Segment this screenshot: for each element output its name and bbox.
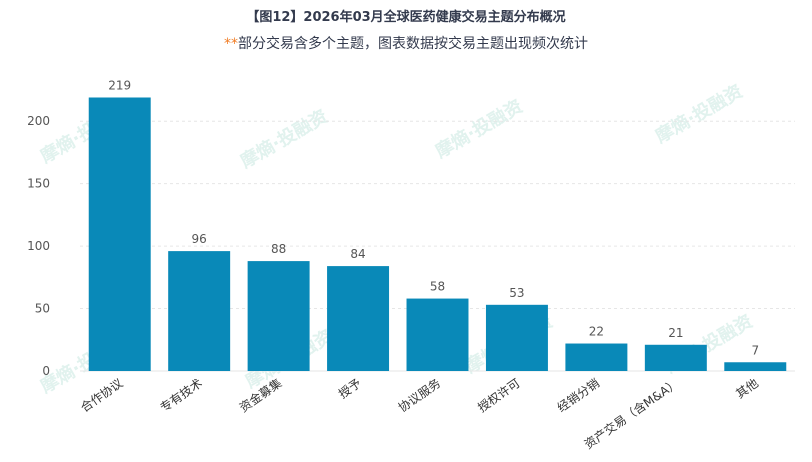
bar [88,97,151,371]
data-label: 88 [271,242,286,256]
y-tick-label: 50 [35,302,50,316]
x-tick-label: 资金募集 [236,375,284,415]
x-tick-label: 专有技术 [157,375,205,415]
bar [327,266,390,371]
bar [485,304,548,371]
x-tick-label: 授权许可 [475,375,523,415]
data-label: 7 [751,343,759,357]
x-tick-label: 其他 [733,376,761,401]
bar [168,251,231,371]
y-tick-label: 200 [27,114,50,128]
data-label: 53 [509,286,524,300]
data-label: 96 [192,232,207,246]
data-label: 84 [350,247,365,261]
chart-title: 【图12】2026年03月全球医药健康交易主题分布概况 [246,10,566,25]
data-label: 58 [430,280,445,294]
x-tick-label: 协议服务 [395,375,443,415]
data-label: 219 [108,78,131,92]
x-tick-label: 合作协议 [78,375,126,415]
y-tick-label: 0 [42,364,50,378]
x-tick-label: 经销分销 [555,376,602,415]
y-tick-label: 150 [27,177,50,191]
subtitle-mark: ** [224,36,238,52]
x-tick-label: 授予 [336,375,364,401]
bar [565,343,628,371]
chart-subtitle: **部分交易含多个主题，图表数据按交易主题出现频次统计 [0,33,812,53]
subtitle-text: 部分交易含多个主题，图表数据按交易主题出现频次统计 [238,36,588,52]
bar [644,344,707,371]
bar [406,298,469,371]
data-label: 22 [589,325,604,339]
data-label: 21 [668,326,683,340]
bar [724,362,787,371]
bar [247,261,310,371]
y-tick-label: 100 [27,239,50,253]
